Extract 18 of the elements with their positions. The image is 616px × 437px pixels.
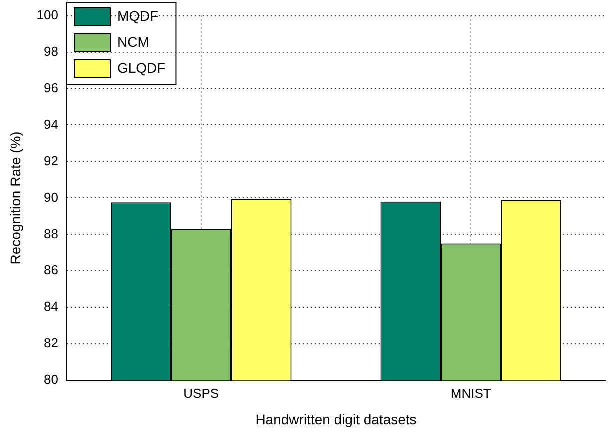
y-tick-label: 96: [44, 80, 58, 96]
y-tick-label: 94: [44, 116, 58, 132]
x-axis-title: Handwritten digit datasets: [256, 411, 417, 428]
y-tick-label: 88: [44, 226, 58, 242]
y-tick-label: 100: [36, 7, 58, 22]
x-tick-label: USPS: [184, 386, 220, 401]
legend-label: MQDF: [117, 8, 159, 24]
y-tick-label: 82: [44, 336, 58, 351]
y-axis-title: Recognition Rate (%): [7, 132, 24, 265]
y-tick-label: 86: [44, 262, 58, 278]
y-tick-label: 92: [44, 153, 58, 168]
legend-label: GLQDF: [117, 60, 166, 76]
x-tick-label: MNIST: [450, 386, 492, 401]
y-tick-label: 84: [44, 299, 58, 314]
y-tick-label: 90: [44, 190, 58, 205]
legend-label: NCM: [117, 34, 150, 50]
y-tick-label: 98: [44, 44, 58, 59]
y-tick-label: 80: [44, 372, 58, 388]
